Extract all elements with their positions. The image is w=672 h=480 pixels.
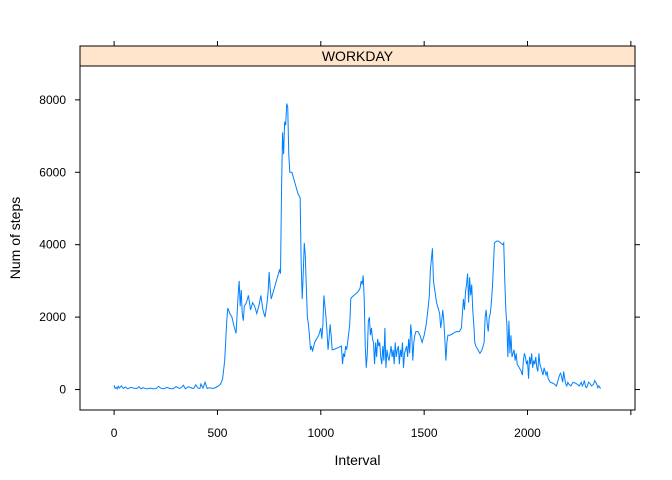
x-tick-label: 1000 <box>307 426 334 440</box>
y-tick-label: 0 <box>59 383 66 397</box>
x-tick-label: 1500 <box>411 426 438 440</box>
y-tick-label: 2000 <box>39 310 66 324</box>
x-axis-title: Interval <box>335 452 381 468</box>
x-tick-label: 2000 <box>514 426 541 440</box>
y-axis: 0 2000 4000 6000 8000 <box>39 93 640 397</box>
x-tick-label: 0 <box>111 426 118 440</box>
strip-label: WORKDAY <box>322 48 394 64</box>
chart-panel: WORKDAY <box>79 45 636 411</box>
line-series <box>113 103 602 390</box>
x-tick-label: 500 <box>207 426 227 440</box>
y-tick-label: 4000 <box>39 238 66 252</box>
x-axis: 0 500 1000 1500 2000 <box>111 41 632 440</box>
plot-area <box>80 66 635 410</box>
y-tick-label: 8000 <box>39 93 66 107</box>
plot-frame <box>79 45 636 411</box>
y-tick-label: 6000 <box>39 165 66 179</box>
series-line <box>113 103 602 390</box>
y-axis-title: Num of steps <box>7 197 23 279</box>
